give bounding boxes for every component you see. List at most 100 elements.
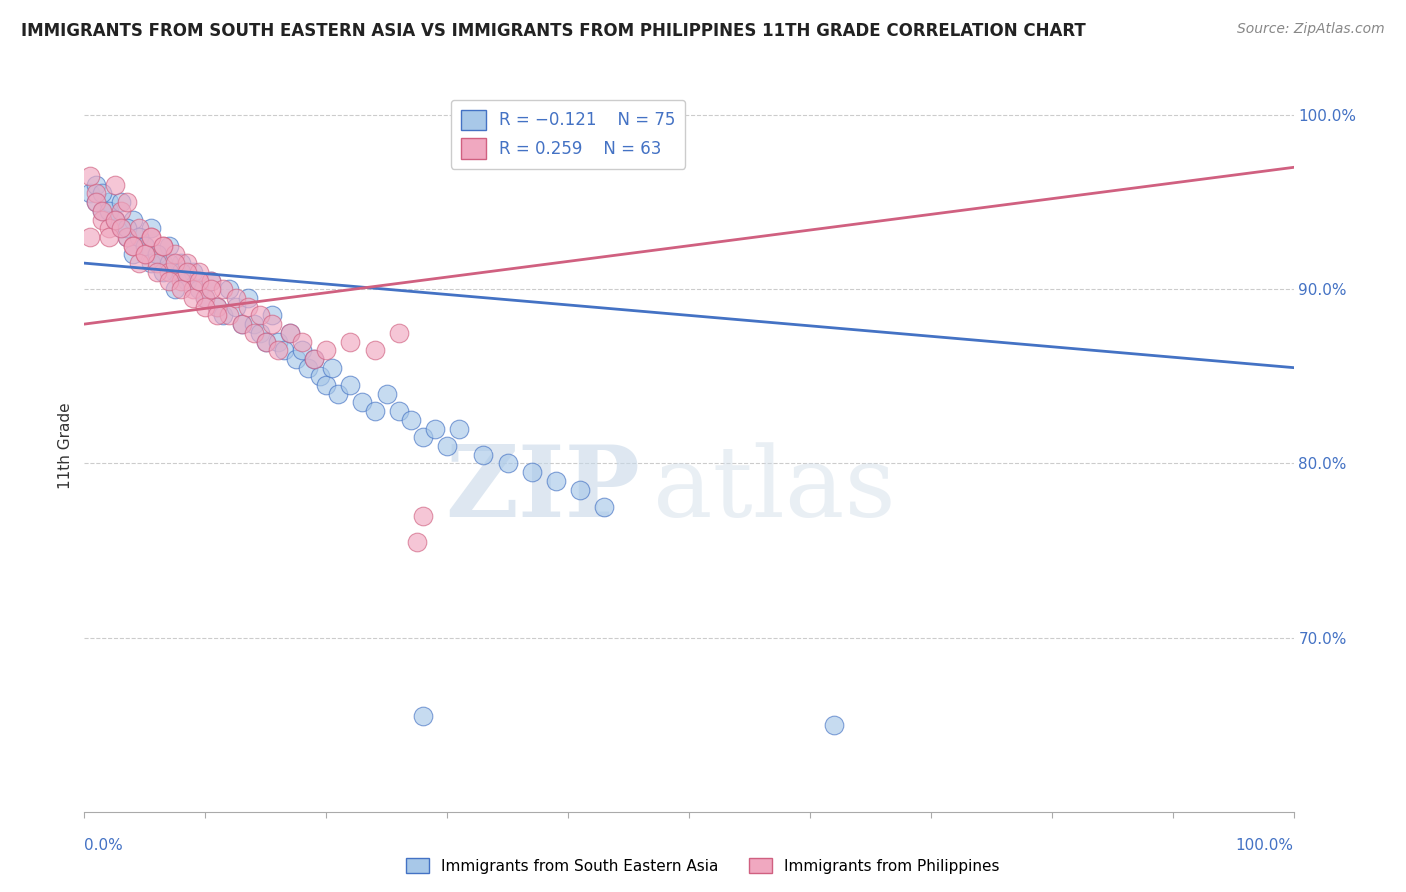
Point bbox=[181, 265, 204, 279]
Point bbox=[104, 178, 127, 192]
Point bbox=[399, 413, 422, 427]
Point bbox=[110, 203, 132, 218]
Point bbox=[152, 265, 174, 279]
Point bbox=[194, 291, 217, 305]
Text: 100.0%: 100.0% bbox=[1236, 838, 1294, 853]
Point bbox=[328, 386, 350, 401]
Point bbox=[569, 483, 592, 497]
Point bbox=[165, 265, 187, 279]
Point bbox=[128, 230, 150, 244]
Point bbox=[181, 282, 204, 296]
Point bbox=[115, 230, 138, 244]
Point bbox=[200, 274, 222, 288]
Legend: R = −0.121    N = 75, R = 0.259    N = 63: R = −0.121 N = 75, R = 0.259 N = 63 bbox=[451, 100, 685, 169]
Point bbox=[242, 326, 264, 340]
Point bbox=[139, 256, 162, 270]
Point bbox=[104, 212, 127, 227]
Point bbox=[363, 404, 385, 418]
Point bbox=[104, 212, 127, 227]
Point bbox=[302, 351, 325, 366]
Text: atlas: atlas bbox=[652, 442, 896, 538]
Point bbox=[249, 309, 271, 323]
Text: ZIP: ZIP bbox=[446, 442, 641, 539]
Point bbox=[157, 256, 180, 270]
Point bbox=[170, 256, 193, 270]
Point bbox=[181, 291, 204, 305]
Point bbox=[593, 500, 616, 514]
Point bbox=[285, 351, 308, 366]
Point bbox=[520, 465, 543, 479]
Point bbox=[86, 195, 108, 210]
Point bbox=[352, 395, 374, 409]
Point bbox=[176, 265, 198, 279]
Point bbox=[260, 317, 283, 331]
Point bbox=[207, 300, 229, 314]
Point bbox=[388, 326, 411, 340]
Point bbox=[339, 378, 361, 392]
Point bbox=[236, 300, 259, 314]
Point bbox=[128, 230, 150, 244]
Point bbox=[115, 195, 138, 210]
Point bbox=[110, 195, 132, 210]
Point bbox=[321, 360, 343, 375]
Point bbox=[91, 186, 114, 201]
Point bbox=[315, 378, 337, 392]
Point bbox=[176, 274, 198, 288]
Point bbox=[170, 274, 193, 288]
Point bbox=[176, 256, 198, 270]
Point bbox=[139, 221, 162, 235]
Point bbox=[146, 247, 169, 261]
Point bbox=[291, 334, 314, 349]
Point bbox=[188, 274, 211, 288]
Point bbox=[188, 265, 211, 279]
Point bbox=[231, 317, 253, 331]
Point bbox=[97, 203, 120, 218]
Point bbox=[242, 317, 264, 331]
Point bbox=[278, 326, 301, 340]
Point bbox=[152, 238, 174, 252]
Point bbox=[225, 291, 247, 305]
Point bbox=[212, 309, 235, 323]
Point bbox=[91, 203, 114, 218]
Point bbox=[86, 178, 108, 192]
Point bbox=[134, 247, 156, 261]
Point bbox=[544, 474, 567, 488]
Point bbox=[165, 256, 187, 270]
Point bbox=[231, 317, 253, 331]
Point bbox=[375, 386, 398, 401]
Point bbox=[249, 326, 271, 340]
Point bbox=[194, 300, 217, 314]
Y-axis label: 11th Grade: 11th Grade bbox=[58, 402, 73, 490]
Point bbox=[170, 282, 193, 296]
Point bbox=[412, 430, 434, 444]
Point bbox=[115, 221, 138, 235]
Point bbox=[291, 343, 314, 358]
Point bbox=[134, 238, 156, 252]
Point bbox=[104, 212, 127, 227]
Point bbox=[315, 343, 337, 358]
Point bbox=[339, 334, 361, 349]
Point bbox=[165, 282, 187, 296]
Point bbox=[218, 282, 240, 296]
Point bbox=[157, 265, 180, 279]
Point bbox=[218, 309, 240, 323]
Point bbox=[157, 274, 180, 288]
Point bbox=[139, 230, 162, 244]
Point bbox=[267, 343, 290, 358]
Legend: Immigrants from South Eastern Asia, Immigrants from Philippines: Immigrants from South Eastern Asia, Immi… bbox=[401, 852, 1005, 880]
Point bbox=[86, 186, 108, 201]
Point bbox=[97, 195, 120, 210]
Point bbox=[254, 334, 277, 349]
Point bbox=[423, 421, 446, 435]
Point bbox=[200, 274, 222, 288]
Point bbox=[152, 256, 174, 270]
Point bbox=[134, 247, 156, 261]
Point bbox=[388, 404, 411, 418]
Point bbox=[170, 265, 193, 279]
Point bbox=[297, 360, 319, 375]
Point bbox=[157, 238, 180, 252]
Point bbox=[278, 326, 301, 340]
Text: IMMIGRANTS FROM SOUTH EASTERN ASIA VS IMMIGRANTS FROM PHILIPPINES 11TH GRADE COR: IMMIGRANTS FROM SOUTH EASTERN ASIA VS IM… bbox=[21, 22, 1085, 40]
Point bbox=[146, 247, 169, 261]
Point bbox=[188, 282, 211, 296]
